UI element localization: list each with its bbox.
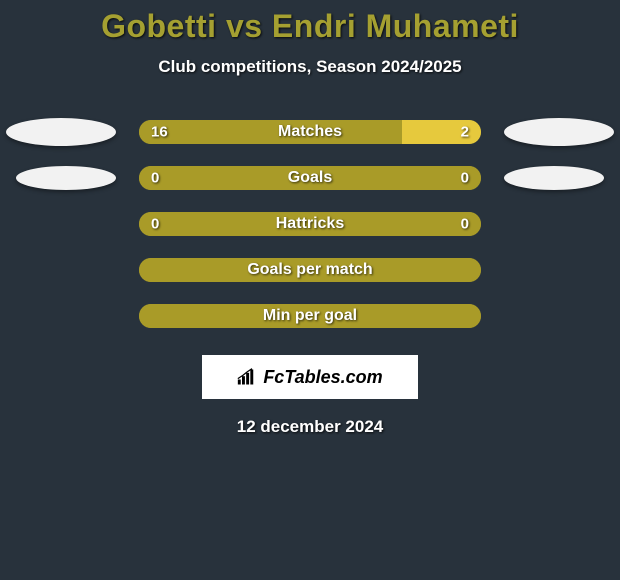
- stat-right-value: 2: [461, 124, 469, 141]
- player-flag-right: [504, 166, 604, 190]
- stat-label: Matches: [278, 123, 342, 141]
- stat-row: 0 0 Hattricks: [0, 201, 620, 247]
- stat-left-value: 0: [151, 216, 159, 233]
- stat-label: Hattricks: [276, 215, 344, 233]
- stat-right-value: 0: [461, 170, 469, 187]
- stat-label: Min per goal: [263, 307, 357, 325]
- stat-left-value: 0: [151, 170, 159, 187]
- stat-bar: Goals per match: [139, 258, 481, 282]
- bar-right-fill: [402, 120, 481, 144]
- player-flag-left: [16, 166, 116, 190]
- player-flag-right: [504, 118, 614, 146]
- bar-left-fill: [139, 120, 402, 144]
- stat-rows: 16 2 Matches 0 0 Goals 0 0 Hattricks Goals per ma…: [0, 109, 620, 339]
- stat-row: 0 0 Goals: [0, 155, 620, 201]
- stat-bar: 0 0 Goals: [139, 166, 481, 190]
- stat-bar: 0 0 Hattricks: [139, 212, 481, 236]
- stat-label: Goals per match: [247, 261, 372, 279]
- stat-row: Goals per match: [0, 247, 620, 293]
- stat-right-value: 0: [461, 216, 469, 233]
- barchart-icon: [237, 368, 257, 386]
- logo-text: FcTables.com: [263, 367, 382, 388]
- logo-box[interactable]: FcTables.com: [202, 355, 418, 399]
- stat-label: Goals: [288, 169, 332, 187]
- stat-row: 16 2 Matches: [0, 109, 620, 155]
- stat-bar: 16 2 Matches: [139, 120, 481, 144]
- page-title: Gobetti vs Endri Muhameti: [0, 8, 620, 45]
- stat-row: Min per goal: [0, 293, 620, 339]
- stat-bar: Min per goal: [139, 304, 481, 328]
- comparison-card: Gobetti vs Endri Muhameti Club competiti…: [0, 0, 620, 437]
- subtitle: Club competitions, Season 2024/2025: [0, 57, 620, 77]
- stat-left-value: 16: [151, 124, 168, 141]
- date-text: 12 december 2024: [0, 417, 620, 437]
- player-flag-left: [6, 118, 116, 146]
